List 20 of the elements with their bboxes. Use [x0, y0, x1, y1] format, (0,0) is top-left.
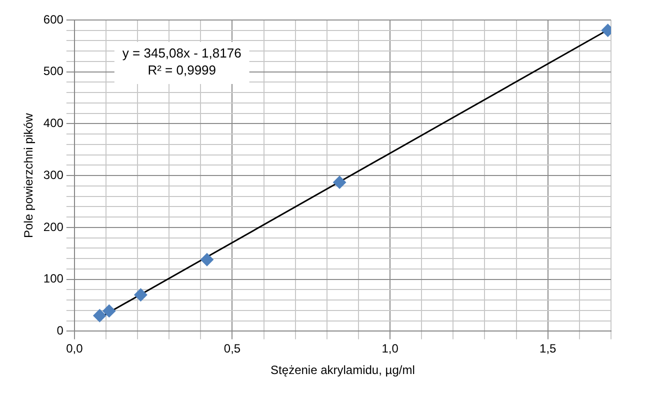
x-tick-label: 1,5 [540, 342, 557, 356]
y-tick-label: 300 [43, 168, 64, 182]
y-tick-label: 400 [43, 116, 64, 130]
annotation: y = 345,08x - 1,8176 [122, 46, 242, 61]
y-tick-label: 200 [43, 220, 64, 234]
point [333, 176, 346, 189]
point [200, 253, 214, 266]
x-axis-title: Stężenie akrylamidu, µg/ml [270, 363, 415, 378]
x-tick-label: 1,0 [382, 342, 399, 356]
y-tick-label: 100 [43, 272, 64, 286]
point [134, 288, 148, 302]
x-tick-label: 0,5 [224, 342, 241, 356]
y-tick-label: 500 [43, 64, 64, 78]
point [93, 309, 106, 322]
y-tick-label: 0 [56, 324, 64, 338]
y-tick-label: 600 [43, 12, 64, 26]
annotation: R² = 0,9999 [148, 62, 216, 78]
x-tick-label: 0,0 [66, 342, 84, 356]
y-axis-title: Pole powierzchni pików [22, 112, 36, 238]
point [102, 304, 116, 318]
